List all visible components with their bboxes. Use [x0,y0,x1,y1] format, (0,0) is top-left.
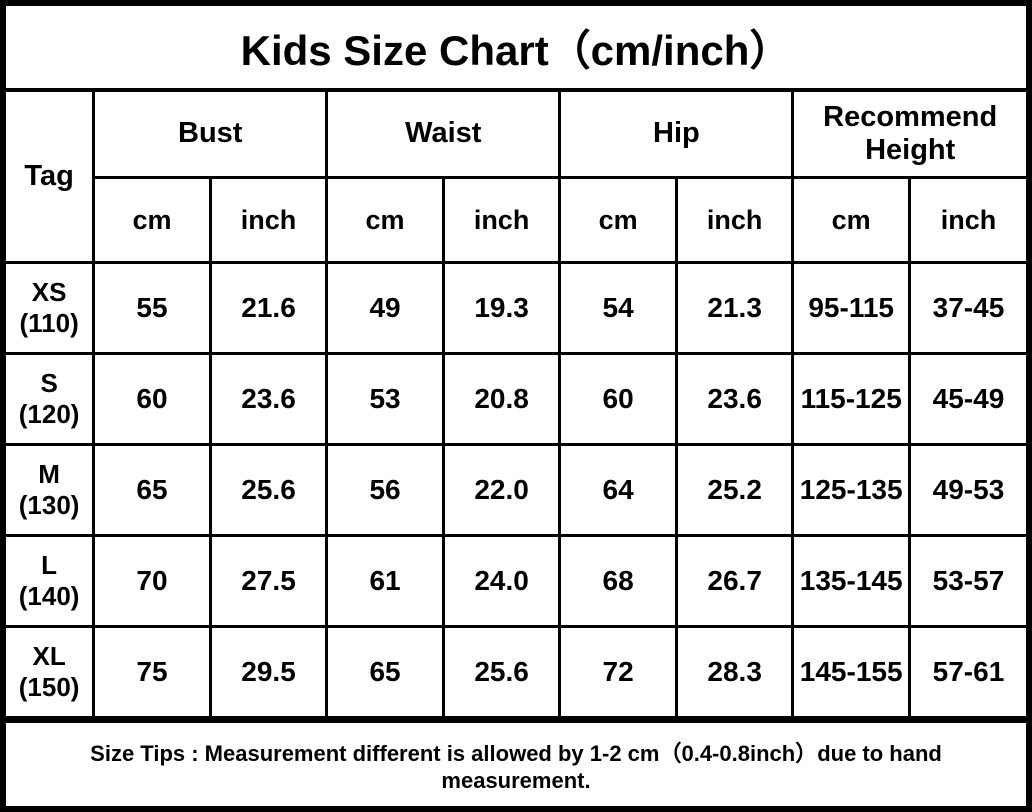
hip-cm-header: cm [558,176,678,264]
hip-inch-value: 28.3 [674,625,795,719]
bust-cm-value: 55 [92,261,212,355]
height-cm-value: 145-155 [791,625,911,719]
tag-cell: L (140) [6,534,96,628]
recommend-height-group-label: Recommend Height [823,100,998,166]
tag-number-label: (110) [19,308,79,338]
size-tips-note: Size Tips : Measurement different is all… [6,719,1026,806]
waist-cm-value: 61 [325,534,445,628]
waist-inch-value: 25.6 [441,625,562,719]
hip-inch-value: 26.7 [674,534,795,628]
height-inch-header: inch [907,176,1026,264]
bust-inch-value: 25.6 [208,443,329,537]
bust-cm-header: cm [93,176,212,264]
tag-size-label: S [40,367,58,398]
bust-inch-value: 21.6 [208,261,329,355]
height-inch-value: 53-57 [907,534,1026,628]
waist-inch-value: 22.0 [441,443,562,537]
table-row-l: L (140) 70 27.5 61 24.0 68 26.7 135-145 … [6,534,1026,628]
bust-cm-value: 70 [92,534,212,628]
size-table: Tag Bust Waist Hip Recommend Height cm i… [6,92,1026,719]
hip-cm-value: 54 [558,261,678,355]
bust-cm-value: 75 [92,625,212,719]
hip-cm-value: 60 [558,352,678,446]
hip-inch-value: 25.2 [674,443,795,537]
height-inch-value: 45-49 [907,352,1026,446]
tag-cell: XL (150) [6,625,96,719]
bust-cm-value: 65 [92,443,212,537]
table-row-s: S (120) 60 23.6 53 20.8 60 23.6 115-125 … [6,352,1026,446]
bust-group-label: Bust [178,117,243,150]
hip-cm-value: 64 [558,443,678,537]
waist-group-label: Waist [405,117,482,150]
tag-size-label: XS [31,276,67,307]
waist-cm-value: 53 [325,352,445,446]
height-inch-value: 49-53 [907,443,1026,537]
height-cm-value: 125-135 [791,443,911,537]
waist-inch-value: 19.3 [441,261,562,355]
tag-cell: XS (110) [6,261,96,355]
hip-cm-value: 68 [558,534,678,628]
height-cm-value: 95-115 [791,261,911,355]
tag-cell: S (120) [6,352,96,446]
unit-header-row: cm inch cm inch cm inch cm inch [6,176,1026,264]
height-inch-value: 57-61 [907,625,1026,719]
tag-cell: M (130) [6,443,96,537]
hip-group-header: Hip [558,92,795,179]
bust-group-header: Bust [92,92,329,179]
hip-cm-value: 72 [558,625,678,719]
table-row-m: M (130) 65 25.6 56 22.0 64 25.2 125-135 … [6,443,1026,537]
tag-size-label: XL [32,640,66,671]
hip-group-label: Hip [653,117,700,150]
table-row-xs: XS (110) 55 21.6 49 19.3 54 21.3 95-115 … [6,261,1026,355]
height-cm-header: cm [791,176,911,264]
bust-inch-value: 23.6 [208,352,329,446]
group-header-row: Tag Bust Waist Hip Recommend Height [6,92,1026,264]
waist-inch-header: inch [441,176,562,264]
waist-cm-value: 56 [325,443,445,537]
height-cm-value: 115-125 [791,352,911,446]
bust-inch-value: 29.5 [208,625,329,719]
height-cm-value: 135-145 [791,534,911,628]
waist-inch-value: 24.0 [441,534,562,628]
tag-number-label: (130) [18,490,80,520]
table-row-xl: XL (150) 75 29.5 65 25.6 72 28.3 145-155… [6,625,1026,719]
bust-inch-value: 27.5 [208,534,329,628]
waist-group-header: Waist [325,92,562,179]
tag-number-label: (140) [18,581,80,611]
bust-inch-header: inch [208,176,329,264]
waist-cm-header: cm [325,176,445,264]
tag-number-label: (120) [18,399,80,429]
waist-inch-value: 20.8 [441,352,562,446]
waist-cm-value: 49 [325,261,445,355]
bust-cm-value: 60 [92,352,212,446]
recommend-height-group-header: Recommend Height [791,92,1026,179]
height-inch-value: 37-45 [907,261,1026,355]
hip-inch-value: 21.3 [674,261,795,355]
hip-inch-header: inch [674,176,795,264]
tag-size-label: L [41,549,58,580]
tag-size-label: M [38,458,60,489]
hip-inch-value: 23.6 [674,352,795,446]
waist-cm-value: 65 [325,625,445,719]
tag-column-header: Tag [6,92,96,264]
page-title: Kids Size Chart（cm/inch） [6,6,1026,92]
tag-number-label: (150) [18,672,80,702]
